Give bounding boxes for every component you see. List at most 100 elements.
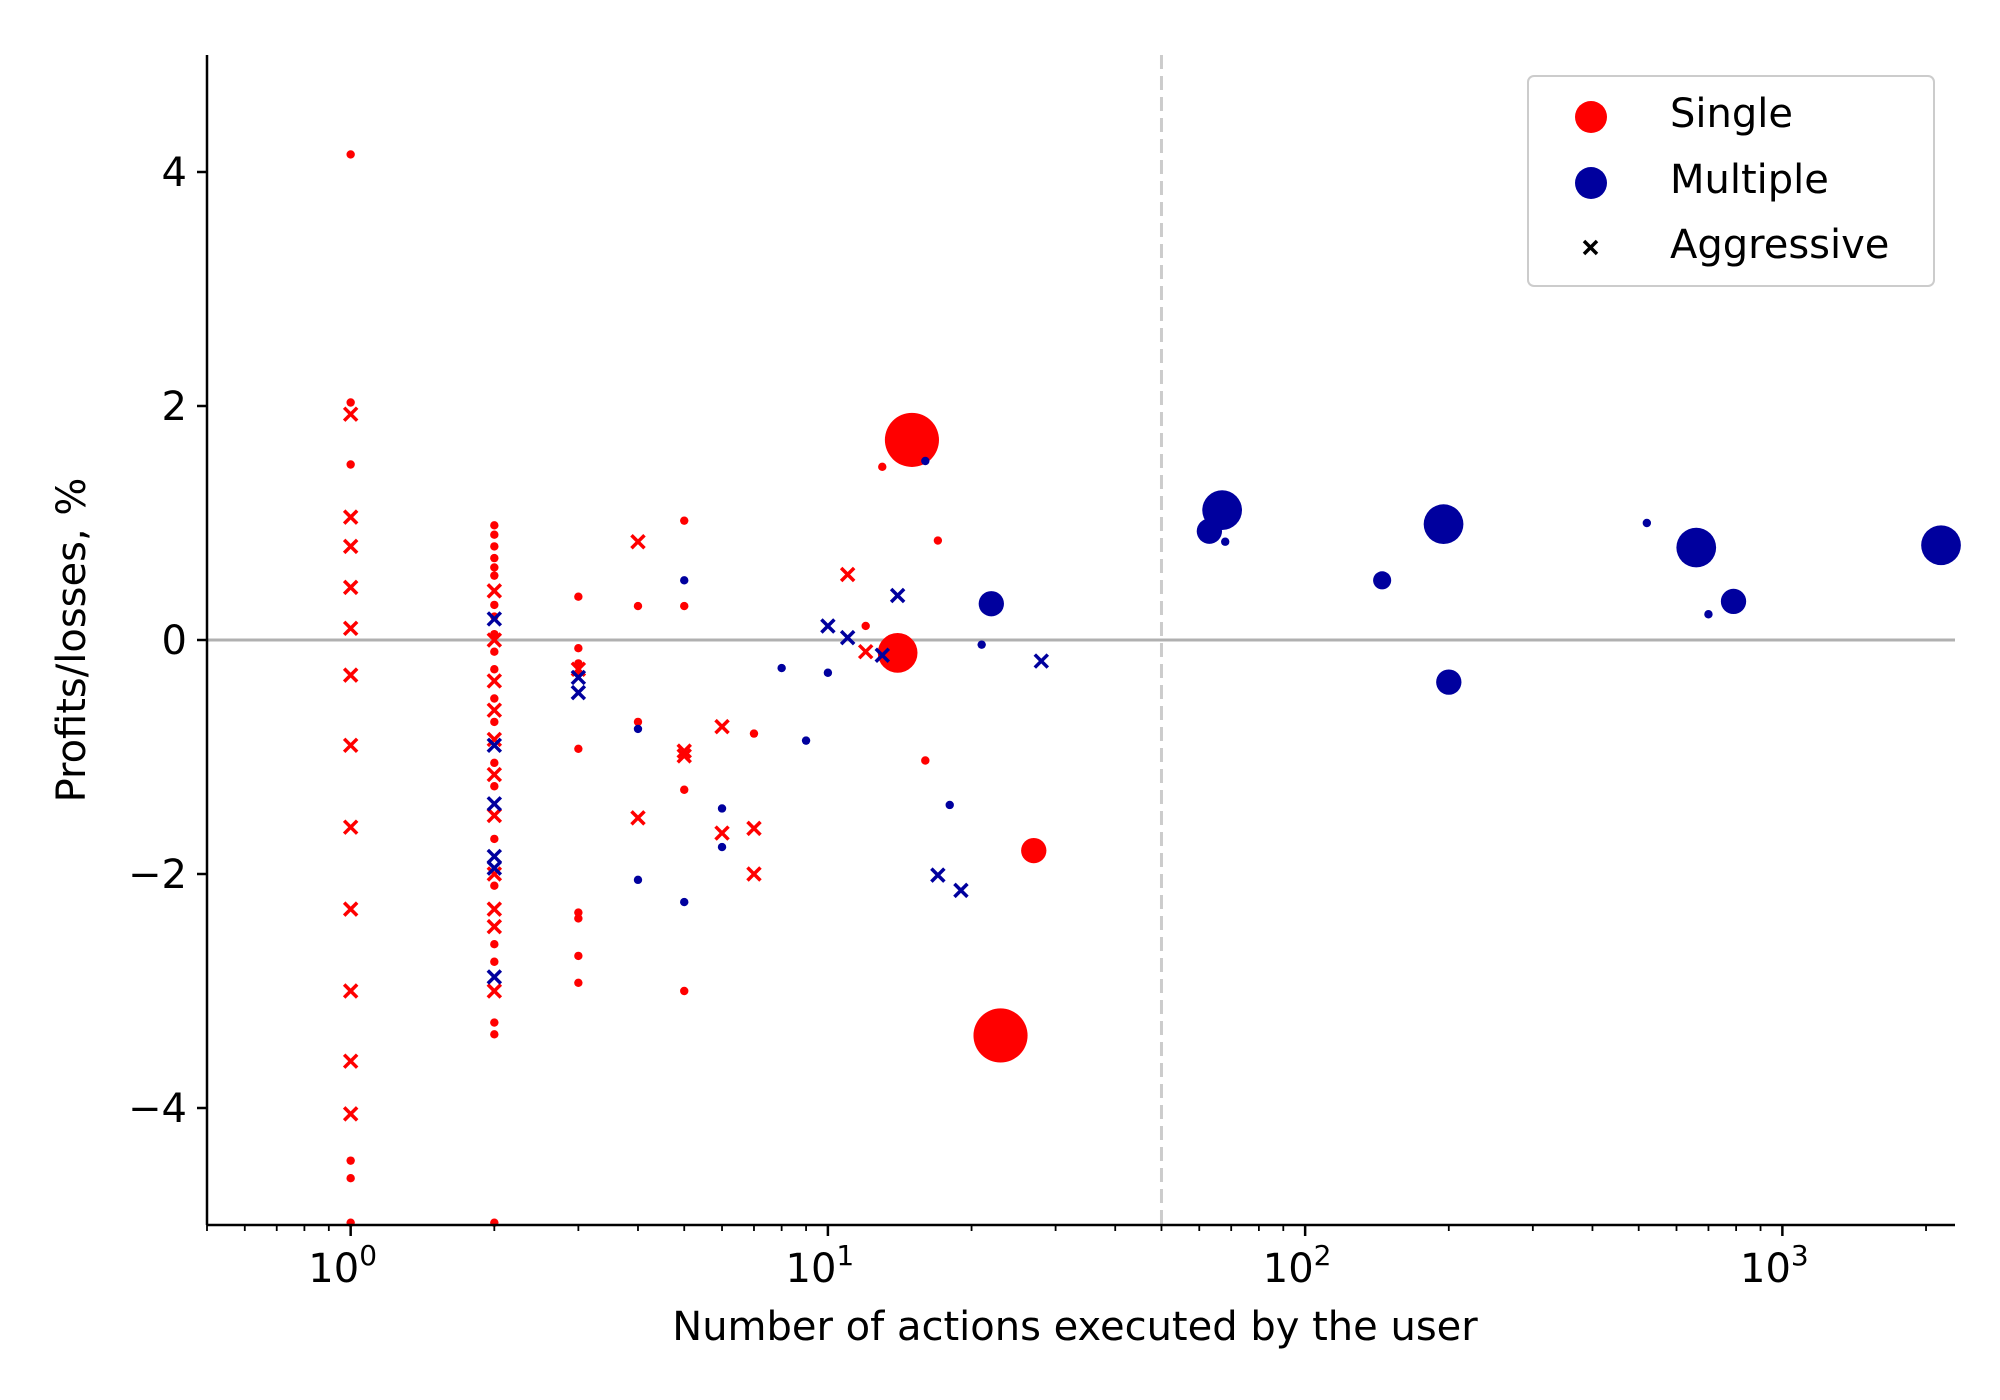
single-aggressive-point <box>486 918 503 935</box>
single-point <box>490 834 499 844</box>
single-point <box>749 729 759 738</box>
single-point <box>574 744 583 754</box>
multiple-point <box>1373 571 1392 590</box>
single-aggressive-point <box>342 1106 359 1122</box>
multiple-point <box>633 724 643 734</box>
single-aggressive-point <box>746 866 762 882</box>
single-aggressive-point <box>342 538 359 555</box>
multiple-point <box>1642 518 1652 528</box>
legend-marker-single <box>1575 101 1607 133</box>
multiple-aggressive-point <box>486 848 503 865</box>
single-point <box>1021 837 1047 864</box>
single-point <box>346 460 355 469</box>
single-point <box>490 571 499 580</box>
x-tick-label: 103 <box>1740 1239 1809 1292</box>
multiple-point <box>1720 588 1747 615</box>
single-aggressive-point <box>486 632 503 648</box>
single-aggressive-point <box>342 667 359 683</box>
multiple-aggressive-point <box>486 737 503 754</box>
single-point <box>490 940 499 949</box>
x-tick-label: 101 <box>786 1239 855 1292</box>
single-point <box>574 914 583 923</box>
multiple-point <box>633 875 643 885</box>
multiple-point <box>1676 527 1717 568</box>
single-point <box>490 647 499 656</box>
single-point <box>574 592 583 601</box>
single-aggressive-point <box>857 643 874 660</box>
single-point <box>574 951 583 961</box>
multiple-point <box>1221 537 1230 546</box>
single-aggressive-point <box>342 901 359 917</box>
single-point <box>574 908 583 917</box>
single-point <box>490 1030 499 1039</box>
multiple-point <box>717 804 727 813</box>
y-tick-label: 4 <box>162 150 187 196</box>
single-point <box>574 978 583 988</box>
multiple-aggressive-point <box>889 587 906 604</box>
single-point <box>490 553 499 563</box>
single-point <box>877 633 918 673</box>
single-aggressive-point <box>714 825 730 841</box>
single-aggressive-point <box>676 748 692 764</box>
single-point <box>933 536 943 545</box>
legend-label-aggressive: Aggressive <box>1670 222 1889 268</box>
y-tick-label: 0 <box>162 618 187 664</box>
y-tick-label: −2 <box>128 852 187 898</box>
single-aggressive-point <box>630 533 646 550</box>
single-aggressive-point <box>486 766 503 783</box>
single-point <box>490 600 499 610</box>
axis-ticks: 4 2 0 −2 −4 100 101 102 103 <box>128 150 1927 1292</box>
multiple-aggressive-point <box>953 882 969 899</box>
multiple-aggressive-point <box>570 684 587 701</box>
single-aggressive-point <box>486 807 503 824</box>
single-aggressive-point <box>486 583 503 599</box>
y-axis-title: Profits/losses, % <box>49 478 95 803</box>
multiple-point <box>977 640 986 649</box>
multiple-aggressive-point <box>486 796 503 812</box>
x-tick-label: 102 <box>1263 1239 1332 1292</box>
single-point <box>490 782 499 791</box>
multiple-aggressive-point <box>486 969 503 985</box>
single-aggressive-point <box>342 509 359 525</box>
y-tick-label: 2 <box>162 384 187 430</box>
single-point <box>490 563 499 572</box>
single-aggressive-point <box>486 983 503 999</box>
single-aggressive-point <box>486 702 503 718</box>
single-aggressive-point <box>676 743 692 759</box>
single-point <box>490 665 499 674</box>
multiple-aggressive-point <box>486 611 503 627</box>
multiple-point <box>680 897 689 907</box>
single-aggressive-point <box>342 1053 359 1069</box>
legend-marker-multiple <box>1575 167 1607 199</box>
y-tick-label: −4 <box>128 1086 187 1132</box>
single-point <box>346 1156 355 1165</box>
multiple-point <box>680 576 689 585</box>
single-aggressive-point <box>746 820 762 837</box>
single-aggressive-point <box>342 406 359 422</box>
single-point <box>346 1174 355 1183</box>
multiple-aggressive-point <box>839 629 856 646</box>
single-point <box>346 150 355 159</box>
single-point <box>490 758 499 768</box>
single-point <box>973 1008 1028 1063</box>
single-point <box>490 881 499 890</box>
multiple-aggressive-point <box>874 647 891 663</box>
single-point <box>884 412 939 467</box>
single-aggressive-point <box>342 620 359 637</box>
single-aggressive-point <box>342 579 359 596</box>
legend-frame <box>1527 75 1935 287</box>
single-aggressive-point <box>486 731 503 748</box>
legend-marker-aggressive <box>1582 239 1599 256</box>
single-point <box>490 694 499 703</box>
multiple-aggressive-point <box>570 669 587 686</box>
multiple-aggressive-point <box>1033 653 1050 669</box>
multiple-point <box>945 800 954 810</box>
multiple-point <box>777 663 786 673</box>
single-aggressive-point <box>839 566 856 583</box>
single-point <box>680 601 689 611</box>
x-tick-label: 100 <box>308 1239 377 1292</box>
single-point <box>346 398 355 407</box>
single-point <box>633 601 643 611</box>
multiple-point <box>978 591 1004 617</box>
